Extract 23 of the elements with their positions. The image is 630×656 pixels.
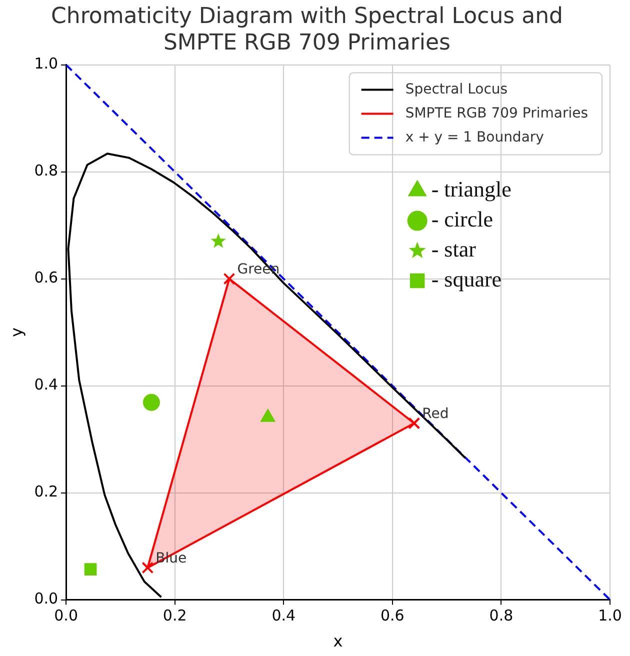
y-tick-label: 0.2	[34, 482, 58, 501]
legend-label: Spectral Locus	[405, 81, 508, 98]
legend-label: - star	[431, 236, 477, 262]
x-tick-label: 0.6	[380, 606, 404, 625]
y-axis-title: y	[6, 328, 26, 338]
x-axis-title: x	[333, 632, 343, 651]
x-tick-label: 0.4	[272, 606, 296, 625]
annotation: Red	[422, 406, 449, 422]
x-tick-label: 1.0	[598, 606, 622, 625]
x-tick-label: 0.8	[489, 606, 514, 625]
legend-label: x + y = 1 Boundary	[405, 129, 544, 146]
legend-label: SMPTE RGB 709 Primaries	[405, 105, 588, 122]
legend-label: - triangle	[431, 176, 512, 202]
y-tick-label: 0.4	[34, 376, 58, 394]
y-tick-label: 0.8	[34, 162, 58, 180]
legend-label: - circle	[431, 206, 493, 232]
legend-label: - square	[431, 266, 502, 292]
y-tick-label: 1.0	[34, 54, 58, 73]
x-tick-label: 0.2	[162, 606, 187, 625]
chart-title: Chromaticity Diagram with Spectral Locus and SMPTE RGB 709 Primaries	[51, 4, 563, 56]
y-tick-label: 0.6	[34, 268, 58, 287]
y-tick-label: 0.0	[34, 590, 58, 608]
x-tick-label: 0.0	[54, 606, 78, 625]
